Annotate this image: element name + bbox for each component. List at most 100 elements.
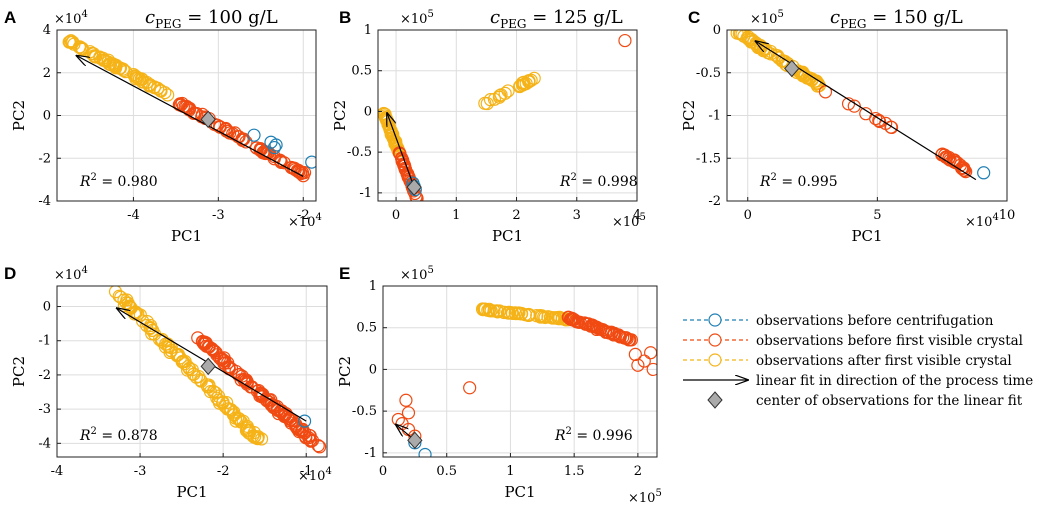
- point-before-crystal: [637, 354, 651, 368]
- point-after-crystal: [514, 307, 528, 321]
- x-tick-label: -4: [51, 464, 64, 479]
- y-tick-label: 1: [369, 279, 377, 294]
- point-after-crystal: [776, 54, 790, 68]
- point-before-centrifugation: [305, 155, 316, 169]
- scatter-points: [730, 30, 991, 180]
- legend-item: linear fit in direction of the process t…: [683, 373, 1033, 389]
- point-after-crystal: [170, 348, 184, 363]
- point-before-crystal: [274, 155, 288, 169]
- x-axis-label: PC1: [176, 483, 207, 501]
- legend-label: observations before centrifugation: [756, 313, 994, 329]
- r-squared-label: R2 = 0.980: [79, 172, 158, 190]
- y-tick-label: 0.5: [356, 321, 377, 336]
- scatter-points: [391, 302, 657, 457]
- x-tick-label: -1: [300, 464, 313, 479]
- y-exponent-label: ×105: [400, 9, 434, 27]
- point-before-crystal: [219, 124, 234, 138]
- point-before-crystal: [872, 113, 886, 128]
- point-after-crystal: [242, 424, 256, 438]
- point-before-crystal: [296, 422, 310, 437]
- axes-box: [56, 285, 328, 458]
- point-before-crystal: [245, 380, 259, 394]
- y-exponent-label: ×105: [750, 9, 784, 27]
- y-tick-label: -1: [364, 446, 377, 461]
- x-tick-label: 1: [506, 464, 514, 479]
- y-tick-label: 0: [369, 362, 377, 377]
- point-after-crystal: [192, 369, 206, 384]
- fit-arrow: [387, 113, 415, 188]
- y-exponent-label: ×104: [54, 265, 88, 283]
- point-before-crystal: [818, 85, 833, 99]
- y-tick-label: 0: [43, 109, 51, 124]
- x-exponent-label: ×104: [288, 212, 322, 230]
- point-after-crystal: [63, 35, 77, 49]
- x-tick-label: 1.5: [564, 464, 585, 479]
- y-tick-label: -4: [38, 436, 51, 451]
- point-before-crystal: [291, 164, 305, 178]
- panel-b: B 0 1 2 3 4 -1 -0.5 0 0.5 1 PC1 PC2 ×105 ×105 cPEG = 12…: [331, 7, 646, 245]
- point-after-crystal: [524, 73, 538, 87]
- x-tick-label: -4: [127, 208, 140, 223]
- point-after-crystal: [143, 321, 157, 335]
- y-exponent-label: ×104: [54, 9, 88, 27]
- fit-arrow: [77, 56, 304, 177]
- center-marker: [200, 357, 216, 376]
- legend-marker: [708, 313, 722, 327]
- axes-box: [382, 285, 658, 458]
- point-after-crystal: [530, 309, 544, 323]
- legend-label: linear fit in direction of the process t…: [756, 373, 1033, 389]
- y-tick-label: -2: [38, 151, 51, 166]
- point-before-crystal: [255, 390, 269, 404]
- y-tick-label: -0.5: [352, 404, 377, 419]
- panel-d: D -4 -3 -2 -1 -4 -3 -2 -1 0 PC1 PC2 ×104 ×104 R2 = 0.8…: [4, 264, 332, 501]
- y-axis-label: PC2: [10, 100, 28, 131]
- x-tick-label: -3: [134, 464, 147, 479]
- point-before-crystal: [226, 127, 240, 141]
- y-tick-label: -4: [38, 194, 51, 209]
- point-before-crystal: [204, 341, 219, 356]
- point-before-crystal: [585, 318, 599, 332]
- point-before-crystal: [598, 324, 612, 338]
- point-after-crystal: [484, 304, 498, 318]
- point-before-crystal: [847, 99, 861, 113]
- x-exponent-label: ×105: [612, 212, 646, 230]
- point-after-crystal: [498, 86, 512, 100]
- point-before-crystal: [568, 314, 582, 328]
- center-marker: [406, 178, 422, 196]
- y-tick-label: -3: [38, 402, 51, 417]
- legend-item: observations before centrifugation: [683, 313, 994, 329]
- y-axis-label: PC2: [336, 356, 354, 387]
- point-before-crystal: [618, 33, 632, 48]
- point-after-crystal: [207, 385, 221, 399]
- point-before-crystal: [278, 408, 292, 423]
- point-before-crystal: [646, 362, 657, 377]
- legend-item: center of observations for the linear fi…: [707, 391, 1023, 409]
- legend: observations before centrifugation observ…: [683, 313, 1033, 409]
- point-after-crystal: [140, 318, 154, 333]
- point-before-crystal: [284, 161, 299, 175]
- y-axis-label: PC2: [10, 356, 28, 387]
- point-after-crystal: [482, 302, 496, 316]
- point-after-crystal: [490, 305, 505, 319]
- y-tick-label: -0.5: [696, 66, 721, 81]
- point-after-crystal: [522, 308, 537, 322]
- point-after-crystal: [809, 77, 823, 91]
- point-after-crystal: [730, 30, 744, 40]
- point-before-centrifugation: [267, 140, 281, 155]
- y-tick-label: 0: [713, 23, 721, 38]
- point-after-crystal: [229, 414, 243, 428]
- point-before-crystal: [607, 328, 621, 342]
- point-before-crystal: [201, 339, 215, 354]
- r-squared-label: R2 = 0.998: [559, 172, 638, 190]
- center-marker: [407, 431, 423, 450]
- point-after-crystal: [153, 83, 167, 97]
- point-after-crystal: [210, 391, 224, 405]
- point-before-crystal: [644, 346, 657, 360]
- point-before-crystal: [273, 153, 287, 167]
- point-before-crystal: [953, 158, 968, 172]
- point-after-crystal: [533, 309, 547, 323]
- point-after-crystal: [106, 57, 120, 71]
- point-before-crystal: [214, 352, 228, 367]
- legend-label: center of observations for the linear fi…: [756, 393, 1023, 409]
- point-after-crystal: [154, 84, 168, 98]
